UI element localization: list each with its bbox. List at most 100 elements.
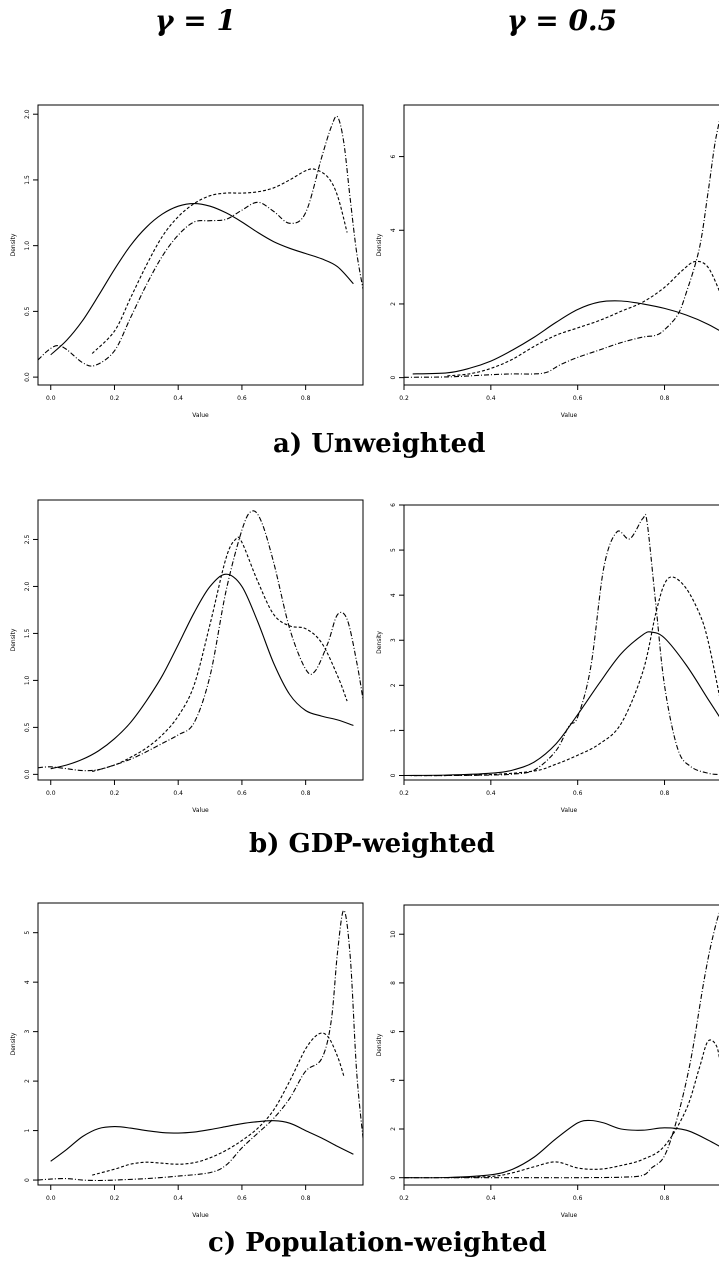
y-tick-label: 1 bbox=[390, 728, 397, 732]
row-caption-c: c) Population-weighted bbox=[208, 1228, 547, 1258]
y-axis-label: Density bbox=[376, 631, 383, 654]
y-tick-label: 2 bbox=[390, 683, 397, 687]
y-tick-label: 1.0 bbox=[24, 241, 31, 251]
x-tick-label: 0.8 bbox=[660, 790, 670, 797]
x-tick-label: 0.6 bbox=[237, 395, 247, 402]
y-tick-label: 6 bbox=[390, 154, 397, 158]
y-tick-label: 4 bbox=[390, 593, 397, 597]
y-tick-label: 1.5 bbox=[24, 175, 31, 185]
plot-frame bbox=[37, 902, 364, 1186]
chart-panel-a-left: 0.0 0.2 0.4 0.6 0.8 0.0 0.5 1.0 1.5 2.0 Value Densi… bbox=[10, 104, 364, 419]
series-line-dashdot bbox=[403, 513, 719, 777]
series-line-dashed bbox=[92, 536, 348, 773]
chart-panel-b-right: 0.2 0.4 0.6 0.8 0 1 2 3 4 5 6 Value Density bbox=[376, 503, 719, 814]
x-axis-label: Value bbox=[192, 1212, 209, 1219]
y-axis-label: Density bbox=[376, 1033, 383, 1056]
y-tick-label: 0 bbox=[390, 1176, 397, 1180]
y-tick-label: 4 bbox=[24, 980, 31, 984]
x-tick-label: 0.8 bbox=[301, 395, 311, 402]
x-axis-label: Value bbox=[561, 412, 578, 419]
y-axis-label: Density bbox=[10, 1032, 17, 1055]
y-tick-label: 10 bbox=[390, 930, 397, 938]
plot-frame bbox=[403, 904, 719, 1186]
series-line-dashdot bbox=[403, 120, 719, 378]
plot-frame bbox=[37, 499, 364, 781]
series-line-dashed bbox=[403, 576, 719, 777]
x-axis-label: Value bbox=[561, 807, 578, 814]
y-tick-label: 2.0 bbox=[24, 581, 31, 591]
y-tick-label: 2 bbox=[390, 302, 397, 306]
chart-panel-c-left: 0.0 0.2 0.4 0.6 0.8 0 1 2 3 4 5 Value Density bbox=[10, 902, 364, 1219]
x-tick-label: 0.2 bbox=[399, 1195, 409, 1202]
x-tick-label: 0.2 bbox=[399, 790, 409, 797]
column-title-gamma-0-5: γ = 0.5 bbox=[507, 4, 618, 37]
series-line-solid bbox=[403, 631, 719, 777]
x-tick-label: 0.0 bbox=[46, 1195, 56, 1202]
x-tick-label: 0.8 bbox=[301, 790, 311, 797]
chart-panel-c-right: 0.2 0.4 0.6 0.8 0 2 4 6 8 10 Value Density bbox=[376, 904, 719, 1219]
series-line-dashed bbox=[447, 1039, 719, 1179]
x-tick-label: 0.6 bbox=[237, 1195, 247, 1202]
x-tick-label: 0.2 bbox=[399, 395, 409, 402]
y-tick-label: 0.0 bbox=[24, 372, 31, 382]
x-tick-label: 0.2 bbox=[110, 395, 120, 402]
x-tick-label: 0.8 bbox=[301, 1195, 311, 1202]
x-tick-label: 0.2 bbox=[110, 1195, 120, 1202]
x-tick-label: 0.2 bbox=[110, 790, 120, 797]
x-tick-label: 0.6 bbox=[573, 1195, 583, 1202]
x-tick-label: 0.4 bbox=[486, 395, 496, 402]
y-tick-label: 1.5 bbox=[24, 628, 31, 638]
series-line-dashdot bbox=[404, 912, 719, 1179]
y-tick-label: 1.0 bbox=[24, 675, 31, 685]
y-axis-label: Density bbox=[10, 628, 17, 651]
series-line-dashed bbox=[447, 260, 719, 377]
x-tick-label: 0.4 bbox=[486, 1195, 496, 1202]
y-tick-label: 0 bbox=[390, 376, 397, 380]
y-tick-label: 6 bbox=[390, 1030, 397, 1034]
series-line-solid bbox=[50, 203, 354, 356]
x-tick-label: 0.4 bbox=[173, 790, 183, 797]
y-tick-label: 5 bbox=[390, 548, 397, 552]
y-tick-label: 0 bbox=[24, 1178, 31, 1182]
y-tick-label: 0 bbox=[390, 773, 397, 777]
x-tick-label: 0.6 bbox=[237, 790, 247, 797]
x-tick-label: 0.8 bbox=[660, 395, 670, 402]
y-tick-label: 0.0 bbox=[24, 769, 31, 779]
y-tick-label: 3 bbox=[24, 1030, 31, 1034]
y-tick-label: 0.5 bbox=[24, 722, 31, 732]
x-tick-label: 0.8 bbox=[660, 1195, 670, 1202]
plot-frame bbox=[403, 104, 719, 386]
x-axis-label: Value bbox=[192, 412, 209, 419]
series-line-dashdot bbox=[37, 909, 364, 1182]
y-axis-label: Density bbox=[376, 233, 383, 256]
column-title-gamma-1: γ = 1 bbox=[155, 4, 236, 37]
x-tick-label: 0.4 bbox=[486, 790, 496, 797]
series-line-solid bbox=[403, 1119, 719, 1179]
chart-panel-b-left: 0.0 0.2 0.4 0.6 0.8 0.0 0.5 1.0 1.5 2.0 2.5 Value De… bbox=[10, 499, 364, 814]
series-line-dashdot bbox=[37, 115, 364, 367]
series-line-solid bbox=[50, 1120, 354, 1162]
plot-frame bbox=[403, 504, 719, 781]
x-tick-label: 0.4 bbox=[173, 1195, 183, 1202]
y-tick-label: 2 bbox=[24, 1079, 31, 1083]
y-tick-label: 0.5 bbox=[24, 306, 31, 316]
chart-panel-a-right: 0.2 0.4 0.6 0.8 0 2 4 6 Value Density bbox=[376, 104, 719, 419]
y-tick-label: 2.0 bbox=[24, 109, 31, 119]
y-tick-label: 4 bbox=[390, 228, 397, 232]
x-tick-label: 0.4 bbox=[173, 395, 183, 402]
series-line-dashed bbox=[92, 1032, 345, 1176]
y-tick-label: 8 bbox=[390, 981, 397, 985]
series-line-dashdot bbox=[37, 510, 364, 772]
y-tick-label: 2 bbox=[390, 1127, 397, 1131]
y-tick-label: 3 bbox=[390, 638, 397, 642]
x-tick-label: 0.6 bbox=[573, 395, 583, 402]
y-tick-label: 2.5 bbox=[24, 535, 31, 545]
y-tick-label: 6 bbox=[390, 503, 397, 507]
series-line-solid bbox=[412, 300, 719, 375]
row-caption-a: a) Unweighted bbox=[273, 429, 486, 459]
series-line-solid bbox=[50, 573, 354, 770]
x-axis-label: Value bbox=[561, 1212, 578, 1219]
y-axis-label: Density bbox=[10, 233, 17, 256]
x-tick-label: 0.0 bbox=[46, 790, 56, 797]
row-caption-b: b) GDP-weighted bbox=[249, 829, 495, 859]
